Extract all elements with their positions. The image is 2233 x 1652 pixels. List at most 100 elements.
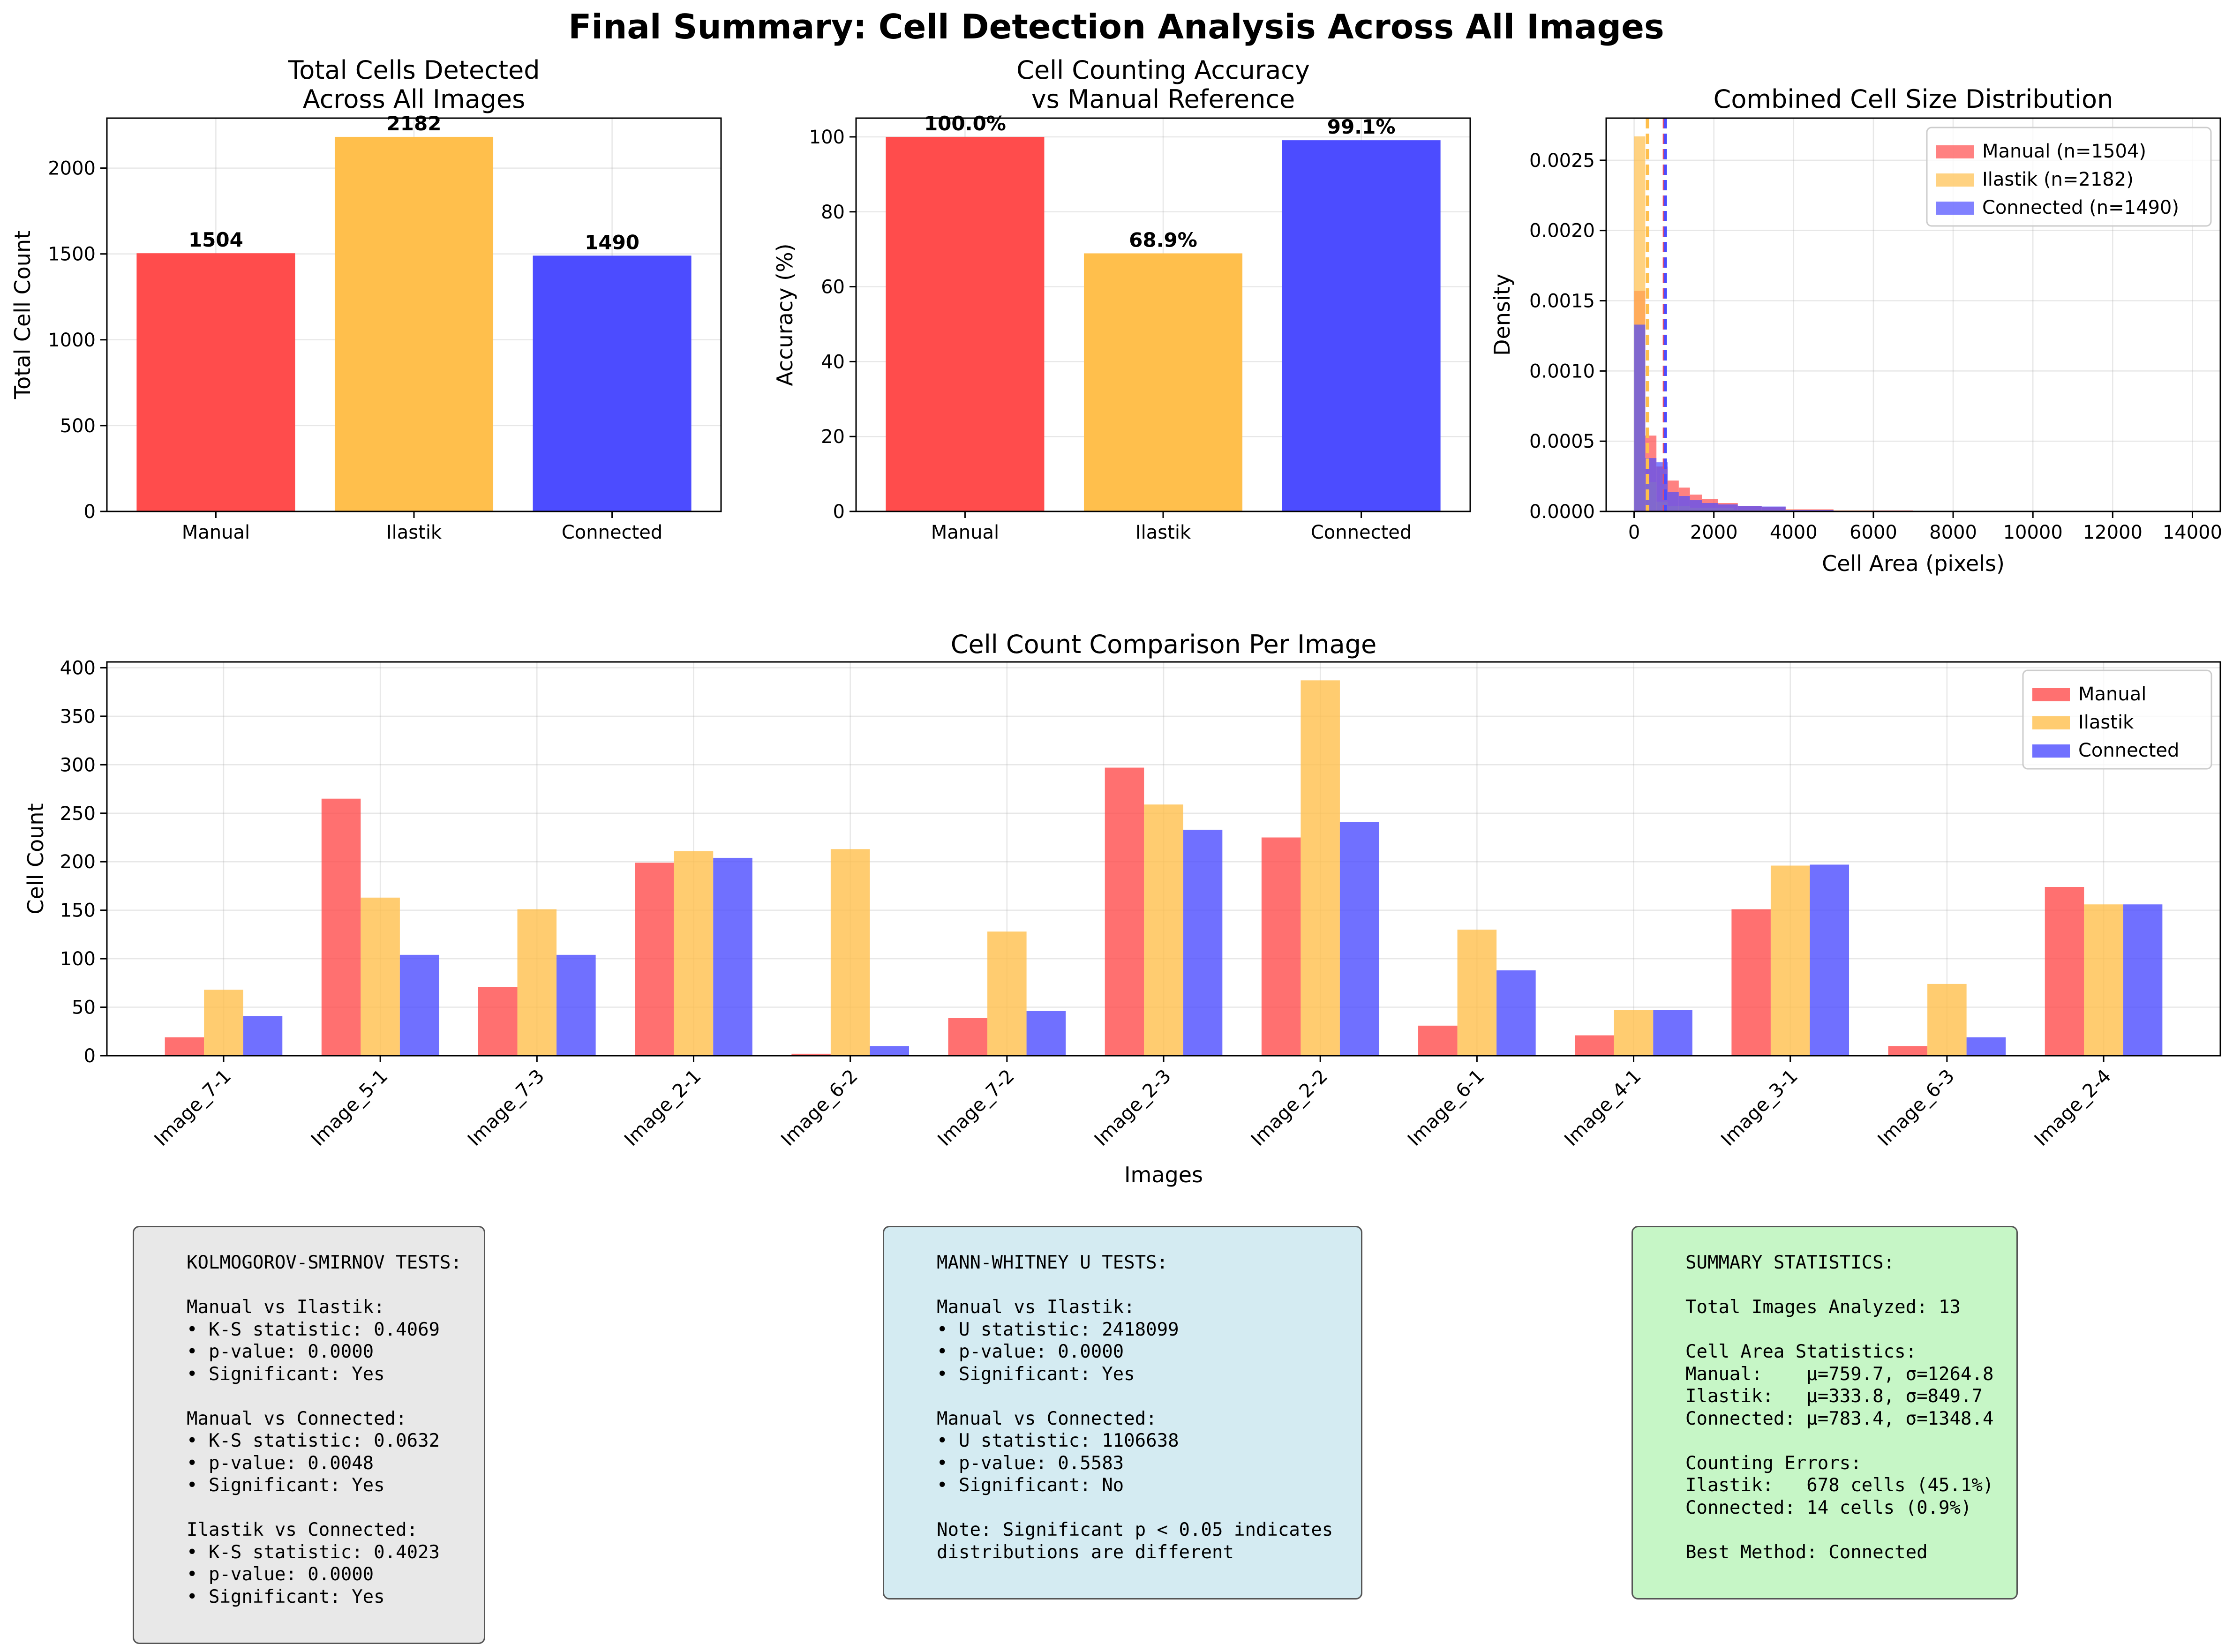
data-label: 1490 <box>585 231 639 254</box>
x-axis-label: Images <box>1124 1162 1203 1187</box>
bar <box>1927 984 1967 1056</box>
y-tick-label: 0.0025 <box>1529 150 1595 172</box>
y-tick-label: 0 <box>84 1045 96 1067</box>
x-tick-label: Image_3-1 <box>1717 1066 1802 1150</box>
legend-swatch <box>2032 688 2070 701</box>
bar <box>2045 887 2084 1056</box>
x-tick-label: Image_7-3 <box>464 1066 549 1150</box>
hist-bin <box>1656 462 1668 511</box>
stat-line: Counting Errors: <box>1685 1452 1862 1474</box>
hist-bin <box>1702 503 1718 511</box>
stat-line: • p-value: 0.0000 <box>187 1564 374 1585</box>
legend <box>1926 127 2212 227</box>
x-tick-label: Ilastik <box>1135 522 1191 543</box>
panel-per-image-comparison: Image_7-1 Image_5-1 Image_7-3 Image_2-1 Imag… <box>23 630 2221 1187</box>
stat-line: KOLMOGOROV-SMIRNOV TESTS: <box>187 1252 462 1273</box>
stat-line <box>1685 1519 2016 1541</box>
y-tick-label: 0.0010 <box>1529 360 1595 382</box>
bar-connected <box>533 255 692 511</box>
x-tick-label: 8000 <box>1929 522 1977 543</box>
series-ilastik <box>204 680 2123 1056</box>
stat-line: Connected: μ=783.4, σ=1348.4 <box>1685 1408 1994 1429</box>
y-tick-label: 100 <box>60 948 96 970</box>
x-tick-label: Image_6-3 <box>1873 1066 1958 1150</box>
axes-title: Cell Count Comparison Per Image <box>951 630 1376 659</box>
y-tick-label: 100 <box>809 127 845 148</box>
x-tick-label: Image_2-3 <box>1090 1066 1175 1150</box>
stat-line: • U statistic: 1106638 <box>937 1430 1179 1451</box>
stat-line <box>937 1497 1361 1519</box>
bar <box>1105 767 1144 1056</box>
x-tick-label: Ilastik <box>386 522 442 543</box>
stat-line: distributions are different <box>937 1541 1234 1563</box>
stat-line: Ilastik: μ=333.8, σ=849.7 <box>1685 1386 1983 1407</box>
stat-line: • Significant: Yes <box>187 1475 385 1496</box>
bar <box>243 1016 283 1056</box>
panel-accuracy: 100.0% Manual 68.9% Ilastik 99.1% Connected 0 2… <box>772 55 1471 543</box>
stat-line: Best Method: Connected <box>1685 1541 1928 1563</box>
y-tick-label: 20 <box>821 426 845 448</box>
bar <box>1496 970 1536 1056</box>
bar <box>1575 1035 1614 1056</box>
legend-label: Manual <box>2078 683 2146 705</box>
bar-manual <box>136 253 295 511</box>
stat-line: • Significant: Yes <box>187 1586 385 1607</box>
axes-frame <box>855 117 1471 512</box>
x-tick-label: 14000 <box>2163 522 2222 543</box>
bar <box>713 857 752 1056</box>
series-manual <box>165 767 2084 1056</box>
hist-bin <box>1634 324 1646 511</box>
bar <box>987 931 1027 1056</box>
hist-bin <box>1678 496 1690 511</box>
stat-line <box>187 1497 484 1519</box>
legend-label: Connected (n=1490) <box>1982 197 2179 218</box>
bar <box>635 863 674 1056</box>
data-label: 2182 <box>387 112 442 135</box>
stat-line: • Significant: Yes <box>187 1363 385 1385</box>
x-tick-label: Manual <box>182 522 250 543</box>
y-tick-label: 200 <box>60 851 96 873</box>
stat-line: • Significant: Yes <box>937 1363 1135 1385</box>
x-tick-label: Connected <box>1311 522 1412 543</box>
stat-line: Note: Significant p < 0.05 indicates <box>937 1519 1333 1540</box>
x-tick-label: 6000 <box>1850 522 1897 543</box>
stat-line: Manual vs Ilastik: <box>187 1297 385 1318</box>
stat-line: Total Images Analyzed: 13 <box>1685 1297 1961 1318</box>
legend-label: Ilastik (n=2182) <box>1982 169 2134 190</box>
bar <box>1888 1046 1928 1056</box>
bar <box>1810 864 1850 1056</box>
bar <box>399 954 439 1056</box>
bar-manual <box>886 136 1045 511</box>
bar <box>1301 680 1340 1056</box>
stat-line: • K-S statistic: 0.4023 <box>187 1541 440 1563</box>
y-axis-label: Density <box>1489 274 1515 356</box>
stat-line: Manual vs Connected: <box>937 1408 1157 1429</box>
bar <box>1418 1025 1458 1056</box>
bar <box>1261 837 1301 1056</box>
bar <box>1614 1010 1654 1056</box>
bar <box>361 897 400 1056</box>
y-tick-label: 40 <box>821 351 845 373</box>
stat-line <box>937 1274 1361 1297</box>
y-tick-label: 150 <box>60 900 96 922</box>
bar <box>948 1018 988 1056</box>
bar <box>1770 865 1810 1056</box>
stat-line <box>187 1274 484 1297</box>
stat-line: MANN-WHITNEY U TESTS: <box>937 1252 1168 1273</box>
legend <box>2022 669 2212 770</box>
stat-line: Ilastik vs Connected: <box>187 1519 418 1540</box>
stat-line: Cell Area Statistics: <box>1685 1341 1917 1362</box>
stat-line: • Significant: No <box>937 1475 1124 1496</box>
x-tick-label: 12000 <box>2083 522 2143 543</box>
legend-swatch <box>1936 173 1974 187</box>
x-tick-label: Image_2-4 <box>2030 1066 2115 1150</box>
series-connected <box>243 822 2163 1056</box>
stat-line: Connected: 14 cells (0.9%) <box>1685 1497 1972 1518</box>
legend-swatch <box>1936 202 1974 215</box>
stat-line: • K-S statistic: 0.0632 <box>187 1430 440 1451</box>
stat-line <box>1685 1319 2016 1341</box>
bar <box>1653 1010 1692 1056</box>
stat-line <box>1685 1430 2016 1452</box>
hist-bin <box>1668 492 1679 511</box>
